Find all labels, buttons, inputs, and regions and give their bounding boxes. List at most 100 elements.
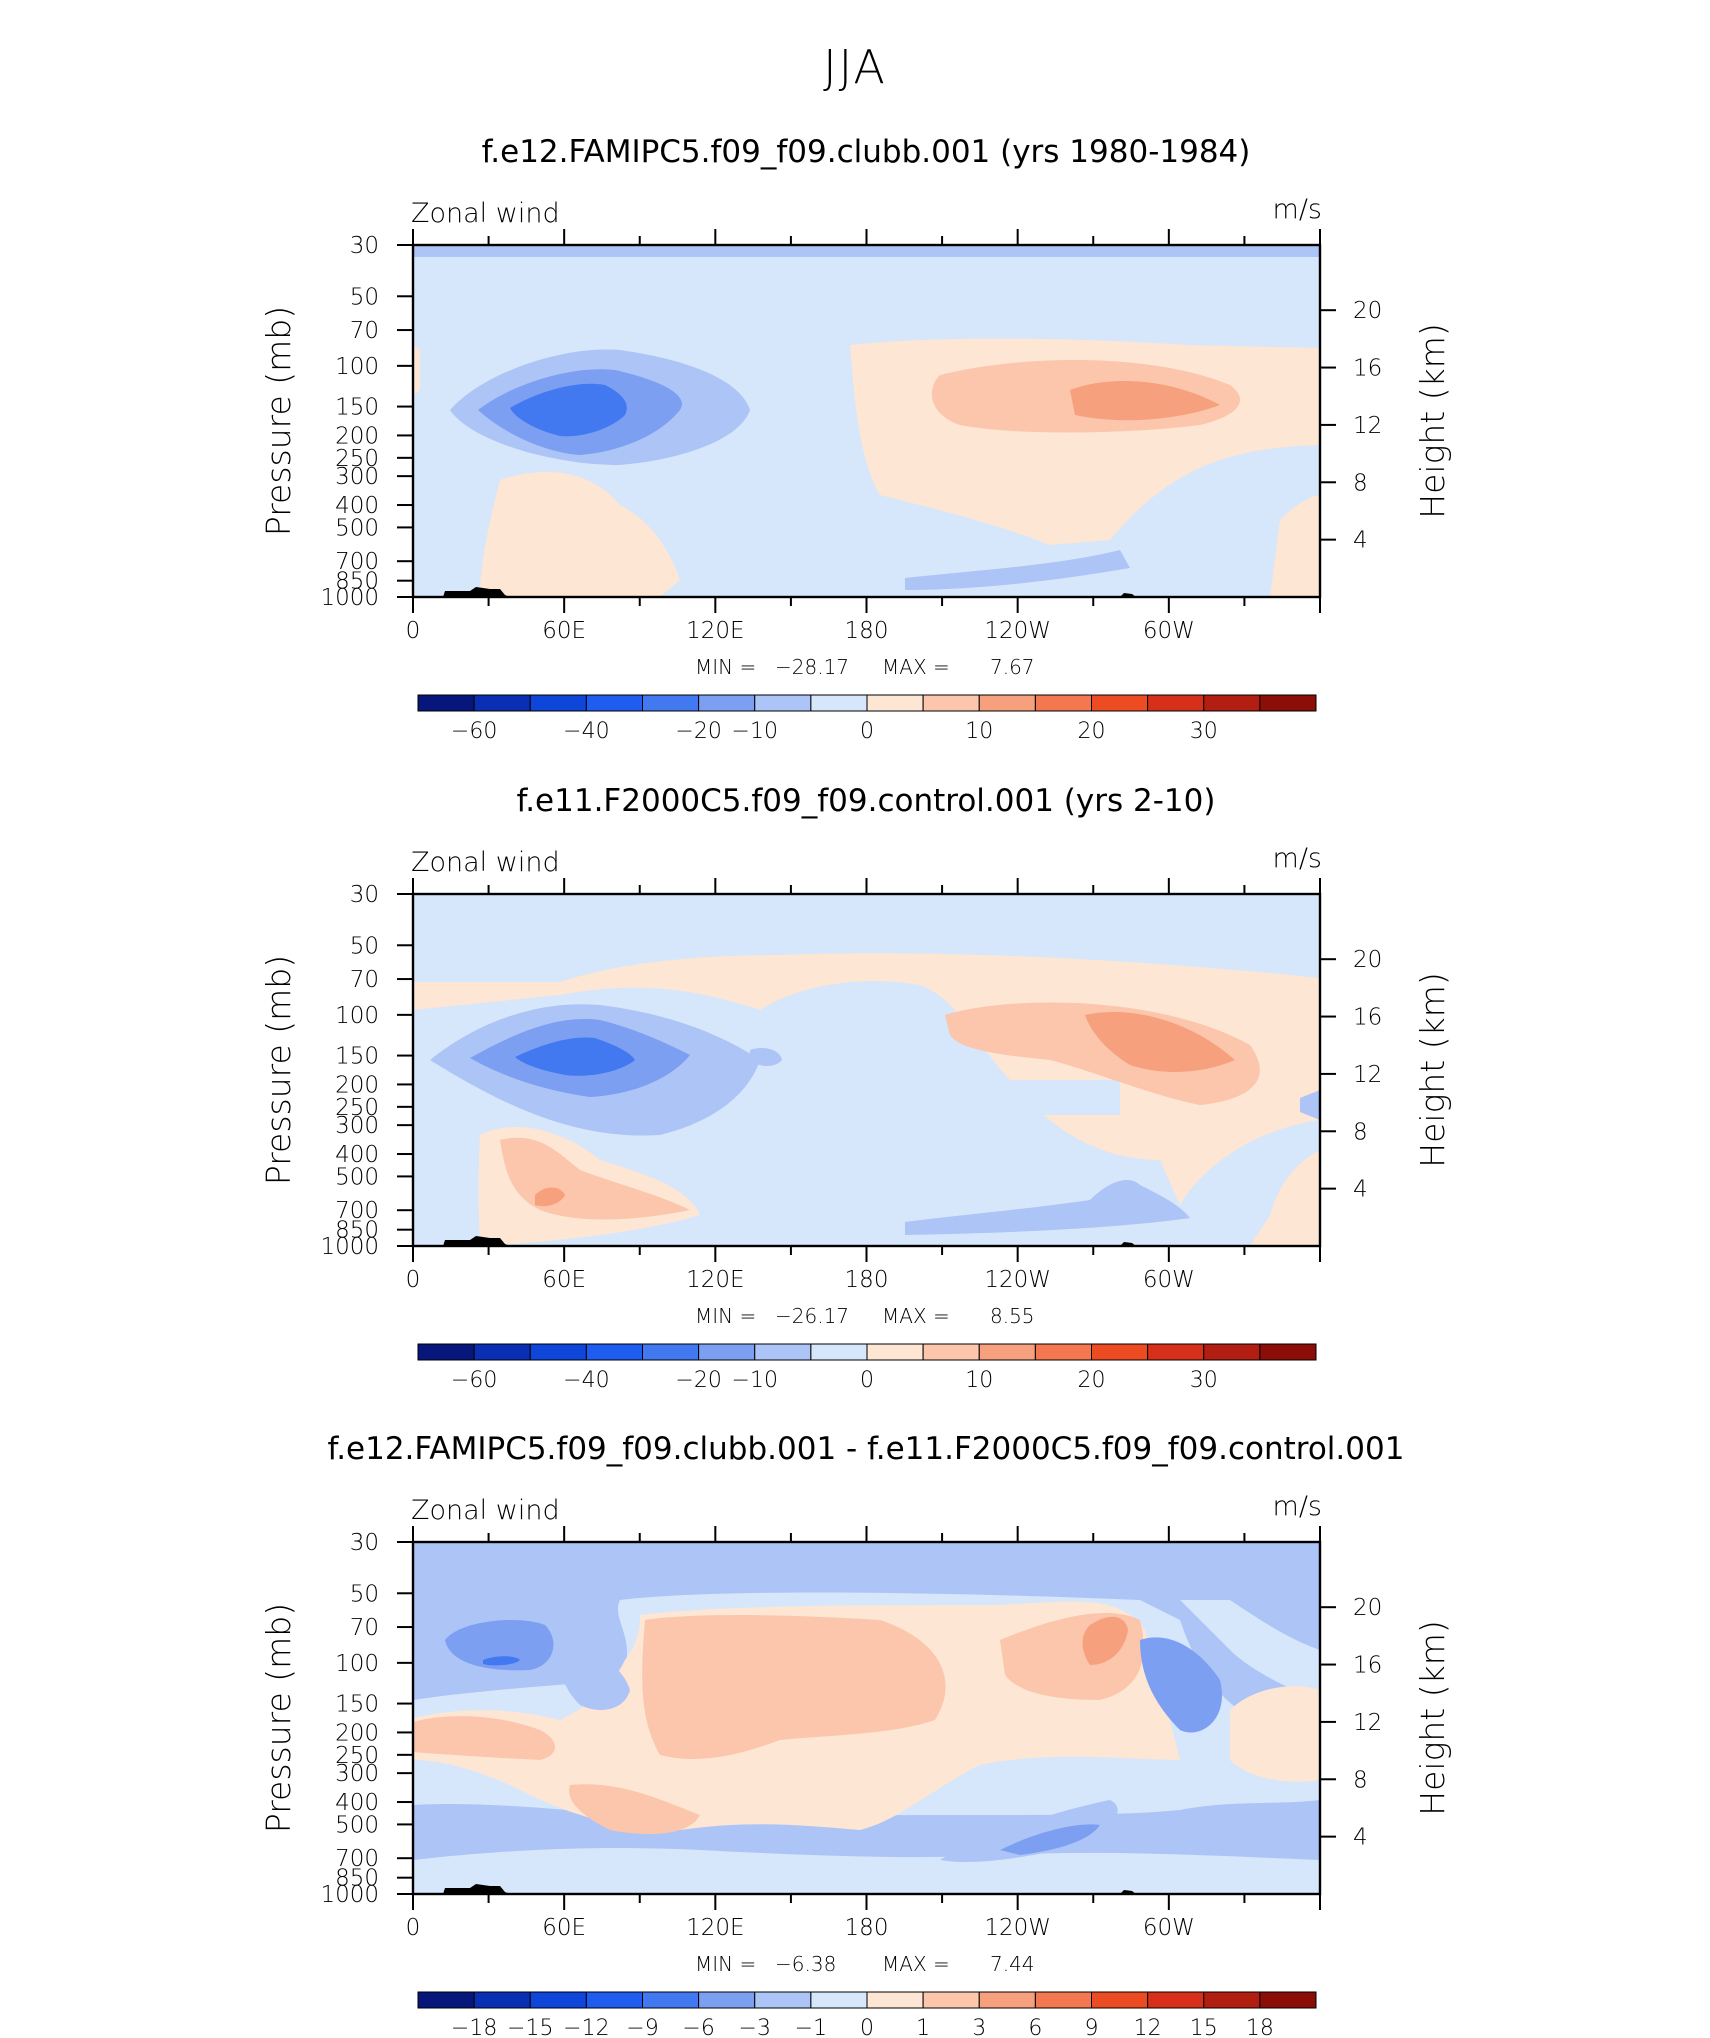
colorbar-swatch xyxy=(1034,1991,1092,2009)
y-tick-label: 700 xyxy=(335,1198,379,1224)
colorbar-swatch xyxy=(1091,694,1149,712)
colorbar-swatch xyxy=(1203,694,1261,712)
panel-2-units-label: m/s xyxy=(1273,843,1322,874)
x-tick-label: 120W xyxy=(984,618,1051,644)
colorbar-swatch xyxy=(754,694,812,712)
colorbar-swatch xyxy=(642,1343,700,1361)
y-right-tick-label: 16 xyxy=(1353,356,1382,382)
x-tick-label: 60E xyxy=(542,1267,586,1293)
x-tick-label: 180 xyxy=(845,1267,889,1293)
colorbar-swatch xyxy=(1147,1343,1205,1361)
colorbar-label: −9 xyxy=(626,2016,658,2038)
y-tick-label: 150 xyxy=(335,1692,379,1718)
panel-2-colorbar: −60 −40 −20 −10 0 10 20 30 xyxy=(417,1343,1317,1393)
panel-1-yright-ticks: 20 16 12 8 4 xyxy=(1320,298,1382,554)
y-tick-label: 1000 xyxy=(320,1234,379,1260)
panel-2-positive-core xyxy=(1085,1012,1235,1072)
y-tick-label: 300 xyxy=(335,1113,379,1139)
y-right-tick-label: 8 xyxy=(1353,1767,1368,1793)
panel-2-topography xyxy=(443,1236,510,1246)
colorbar-label: 10 xyxy=(965,1368,993,1393)
panel-1-min-label: MIN = xyxy=(695,655,756,679)
colorbar-swatch xyxy=(529,1991,587,2009)
y-right-tick-label: 8 xyxy=(1353,1119,1368,1145)
colorbar-swatch xyxy=(698,1343,756,1361)
x-tick-label: 60W xyxy=(1143,618,1195,644)
panel-2-ylabel: Pressure (mb) xyxy=(259,955,298,1185)
panel-3-right-positive xyxy=(1230,1686,1320,1782)
y-tick-label: 300 xyxy=(335,1761,379,1787)
colorbar-label: 30 xyxy=(1190,719,1218,744)
panel-3-min-value: −6.38 xyxy=(775,1952,836,1976)
panel-2-right-positive-region xyxy=(1250,1150,1320,1246)
panel-3-plot xyxy=(413,1542,1320,1894)
colorbar-swatch xyxy=(922,1343,980,1361)
y-tick-label: 70 xyxy=(350,1615,379,1641)
page-title: JJA xyxy=(823,40,887,94)
y-tick-label: 500 xyxy=(335,515,379,541)
colorbar-swatch xyxy=(1203,1343,1261,1361)
y-tick-label: 500 xyxy=(335,1164,379,1190)
colorbar-label: −10 xyxy=(732,1368,778,1393)
colorbar-swatch xyxy=(1259,1343,1317,1361)
panel-3-positive-hot-right xyxy=(1082,1616,1128,1665)
y-tick-label: 30 xyxy=(350,1530,379,1556)
y-right-tick-label: 20 xyxy=(1353,947,1382,973)
panel-1-positive-core xyxy=(1070,381,1220,421)
colorbar-swatch xyxy=(473,694,531,712)
y-tick-label: 200 xyxy=(335,1720,379,1746)
panel-3-lower-negative xyxy=(940,1800,1118,1862)
colorbar-swatch xyxy=(866,694,924,712)
y-tick-label: 50 xyxy=(350,933,379,959)
y-tick-label: 200 xyxy=(335,423,379,449)
panel-3-bottom-light xyxy=(413,1848,1320,1894)
panel-3-jet-negative-core xyxy=(483,1656,520,1666)
x-tick-label: 60E xyxy=(542,1915,586,1941)
panel-2-min-label: MIN = xyxy=(695,1304,756,1328)
y-tick-label: 30 xyxy=(350,233,379,259)
panel-1-x-ticks: 0 60E 120E 180 120W 60W xyxy=(406,229,1321,644)
colorbar-label: 3 xyxy=(972,2016,986,2038)
colorbar-swatch xyxy=(754,1343,812,1361)
panel-3-variable-label: Zonal wind xyxy=(411,1495,560,1526)
panel-3-ylabel-right: Height (km) xyxy=(1413,1620,1452,1815)
y-tick-label: 400 xyxy=(335,493,379,519)
panel-3-right-negative xyxy=(1140,1637,1222,1733)
y-tick-label: 50 xyxy=(350,1581,379,1607)
panel-1-min-value: −28.17 xyxy=(775,655,849,679)
colorbar-swatch xyxy=(866,1991,924,2009)
panel-3-max-value: 7.44 xyxy=(990,1952,1035,1976)
panel-2-jet-core xyxy=(515,1037,635,1076)
panel-2-right-mid-negative xyxy=(1005,1080,1120,1115)
y-right-tick-label: 4 xyxy=(1353,1825,1368,1851)
panel-1-max-label: MAX = xyxy=(882,655,950,679)
colorbar-label: 10 xyxy=(965,719,993,744)
colorbar-label: 9 xyxy=(1085,2016,1099,2038)
y-tick-label: 30 xyxy=(350,882,379,908)
colorbar-swatch xyxy=(978,1991,1036,2009)
colorbar-swatch xyxy=(473,1343,531,1361)
panel-1-ylabel-right: Height (km) xyxy=(1413,323,1452,518)
panel-3-max-label: MAX = xyxy=(882,1952,950,1976)
colorbar-swatch xyxy=(754,1991,812,2009)
panel-1-title: f.e12.FAMIPC5.f09_f09.clubb.001 (yrs 198… xyxy=(482,134,1251,170)
y-right-tick-label: 12 xyxy=(1353,1062,1382,1088)
panel-1-lower-positive-region xyxy=(480,471,680,597)
panel-3-yright-ticks: 20 16 12 8 4 xyxy=(1320,1595,1382,1851)
panel-3-ylabel: Pressure (mb) xyxy=(259,1603,298,1833)
colorbar-swatch xyxy=(922,694,980,712)
y-tick-label: 50 xyxy=(350,284,379,310)
colorbar-swatch xyxy=(417,1991,475,2009)
panel-3-positive-core-left xyxy=(413,1716,555,1760)
colorbar-swatch xyxy=(810,1991,868,2009)
colorbar-label: −18 xyxy=(451,2016,497,2038)
y-right-tick-label: 20 xyxy=(1353,298,1382,324)
panel-2-jet-spur xyxy=(750,1048,782,1066)
panel-2-max-value: 8.55 xyxy=(990,1304,1035,1328)
y-right-tick-label: 4 xyxy=(1353,1177,1368,1203)
colorbar-label: 20 xyxy=(1078,719,1106,744)
y-tick-label: 1000 xyxy=(320,1882,379,1908)
y-right-tick-label: 12 xyxy=(1353,1710,1382,1736)
